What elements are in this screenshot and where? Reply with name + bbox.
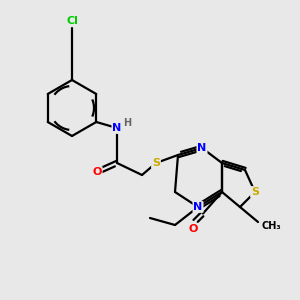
Text: N: N [194, 202, 202, 212]
Text: CH₃: CH₃ [261, 221, 281, 231]
Text: O: O [188, 224, 198, 235]
Text: Cl: Cl [66, 16, 78, 26]
Text: O: O [92, 167, 102, 177]
Text: S: S [152, 158, 160, 168]
Text: N: N [197, 143, 207, 153]
Text: S: S [251, 187, 259, 197]
Text: N: N [112, 123, 122, 133]
Text: H: H [123, 118, 131, 128]
